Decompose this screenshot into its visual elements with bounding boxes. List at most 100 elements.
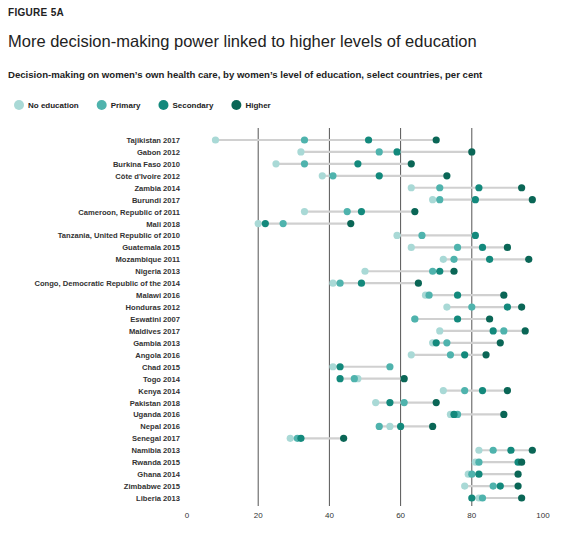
chart: FIGURE 5AMore decision-making power link… bbox=[0, 0, 576, 542]
range-line bbox=[415, 318, 490, 320]
dot bbox=[340, 435, 347, 442]
tick-label: 100 bbox=[536, 511, 550, 520]
dot bbox=[475, 447, 482, 454]
dot bbox=[461, 387, 468, 394]
dot bbox=[433, 136, 440, 143]
range-line bbox=[301, 151, 472, 153]
range-line bbox=[433, 199, 533, 201]
dot bbox=[475, 184, 482, 191]
dot bbox=[351, 375, 358, 382]
category-label: Malawi 2016 bbox=[136, 291, 180, 300]
dot bbox=[408, 351, 415, 358]
dot bbox=[500, 292, 507, 299]
dot bbox=[262, 220, 269, 227]
category-label: Tajikistan 2017 bbox=[127, 136, 180, 145]
dot bbox=[443, 172, 450, 179]
grid-line bbox=[329, 128, 330, 506]
dot bbox=[386, 363, 393, 370]
dot bbox=[514, 471, 521, 478]
dot bbox=[297, 148, 304, 155]
dot bbox=[361, 268, 368, 275]
dot bbox=[212, 136, 219, 143]
dot bbox=[408, 160, 415, 167]
legend-label: No education bbox=[28, 101, 79, 110]
range-line bbox=[340, 378, 404, 380]
dot bbox=[415, 280, 422, 287]
range-line bbox=[276, 163, 411, 165]
dot bbox=[472, 196, 479, 203]
category-label: Mali 2018 bbox=[146, 220, 180, 229]
dot bbox=[450, 411, 457, 418]
range-line bbox=[411, 187, 521, 189]
dot bbox=[336, 280, 343, 287]
series bbox=[280, 136, 508, 501]
dot bbox=[514, 482, 521, 489]
category-label: Liberia 2013 bbox=[136, 494, 180, 503]
dot bbox=[386, 399, 393, 406]
category-label: Rwanda 2015 bbox=[132, 458, 181, 467]
dot bbox=[490, 327, 497, 334]
category-label: Gambia 2013 bbox=[133, 339, 180, 348]
marks bbox=[212, 136, 536, 501]
range-line bbox=[426, 294, 504, 296]
dot bbox=[418, 232, 425, 239]
dot bbox=[301, 208, 308, 215]
tick-label: 0 bbox=[185, 511, 190, 520]
category-label: Angola 2016 bbox=[135, 351, 180, 360]
dot bbox=[358, 280, 365, 287]
dot bbox=[504, 303, 511, 310]
dot bbox=[479, 494, 486, 501]
legend: No educationPrimarySecondaryHigher bbox=[14, 100, 271, 110]
dot bbox=[433, 399, 440, 406]
dot bbox=[329, 363, 336, 370]
dot bbox=[461, 482, 468, 489]
dot bbox=[287, 435, 294, 442]
dot bbox=[301, 136, 308, 143]
legend-swatch bbox=[14, 100, 24, 110]
dot bbox=[272, 160, 279, 167]
dot bbox=[329, 280, 336, 287]
dot bbox=[443, 339, 450, 346]
grid-line bbox=[258, 128, 259, 506]
dot bbox=[443, 303, 450, 310]
dot bbox=[522, 327, 529, 334]
category-label: Burkina Faso 2010 bbox=[113, 160, 180, 169]
dot bbox=[376, 172, 383, 179]
dot bbox=[365, 136, 372, 143]
subtitle: Decision-making on women’s own health ca… bbox=[8, 69, 483, 80]
dot bbox=[454, 292, 461, 299]
dot bbox=[411, 208, 418, 215]
dot bbox=[329, 172, 336, 179]
dot bbox=[468, 471, 475, 478]
title: More decision-making power linked to hig… bbox=[8, 32, 477, 50]
dot bbox=[411, 315, 418, 322]
dot bbox=[497, 339, 504, 346]
dot bbox=[472, 232, 479, 239]
range-line bbox=[479, 449, 532, 451]
dot bbox=[500, 411, 507, 418]
dot bbox=[372, 399, 379, 406]
series bbox=[212, 136, 483, 501]
category-label: Togo 2014 bbox=[143, 375, 181, 384]
dot bbox=[336, 363, 343, 370]
tick-label: 20 bbox=[254, 511, 263, 520]
dot bbox=[518, 494, 525, 501]
dot bbox=[468, 303, 475, 310]
dot bbox=[447, 351, 454, 358]
dot bbox=[490, 447, 497, 454]
category-label: Honduras 2012 bbox=[126, 303, 180, 312]
range-line bbox=[215, 139, 436, 141]
tick-label: 80 bbox=[467, 511, 476, 520]
dot bbox=[433, 339, 440, 346]
category-label: Guatemala 2015 bbox=[122, 243, 181, 252]
dot bbox=[479, 244, 486, 251]
dot bbox=[500, 327, 507, 334]
category-label: Mozambique 2011 bbox=[115, 255, 180, 264]
dot bbox=[344, 208, 351, 215]
range-line bbox=[433, 342, 501, 344]
legend-label: Higher bbox=[245, 101, 270, 110]
category-label: Burundi 2017 bbox=[132, 196, 180, 205]
dot bbox=[450, 256, 457, 263]
dot bbox=[486, 256, 493, 263]
dot bbox=[475, 471, 482, 478]
